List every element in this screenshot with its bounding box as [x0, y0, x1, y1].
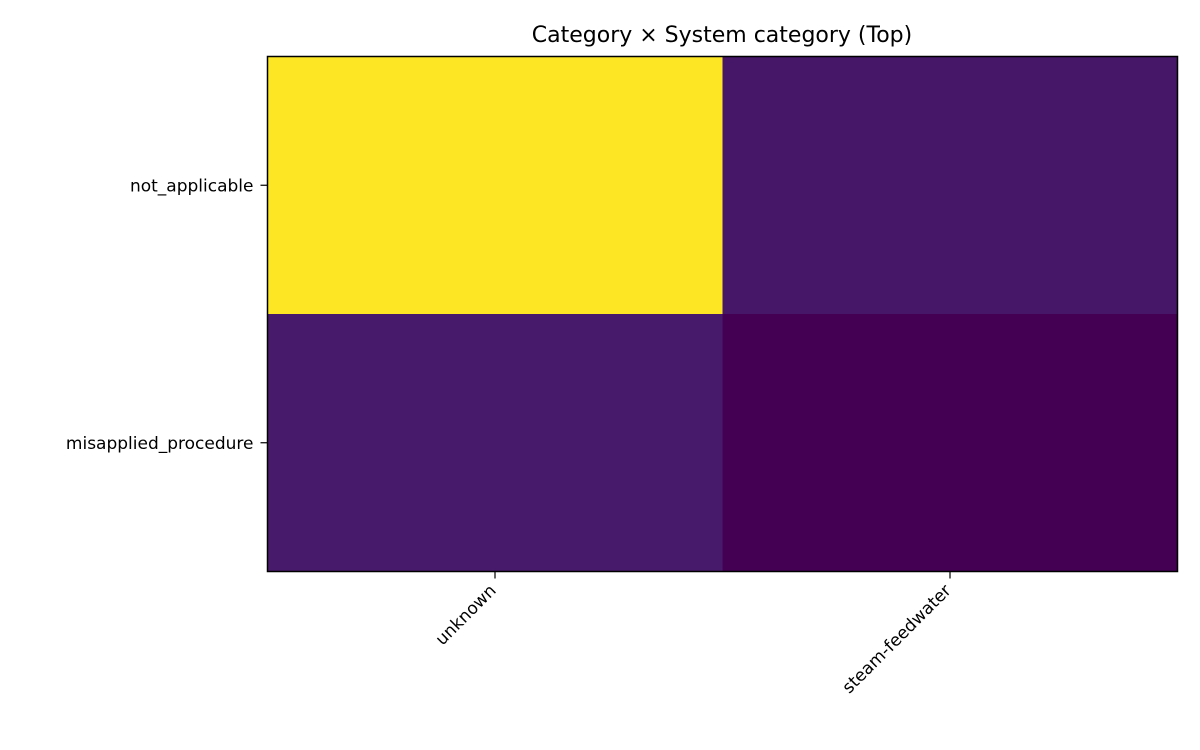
heatmap-cell-not_applicable-unknown — [267, 56, 723, 315]
x-tick-label: steam-feedwater — [839, 581, 956, 698]
y-tick-label: not_applicable — [130, 176, 254, 196]
y-tick-label: misapplied_procedure — [66, 434, 254, 454]
heatmap-cell-misapplied_procedure-unknown — [267, 314, 723, 572]
heatmap-cells — [267, 56, 1178, 572]
heatmap-cell-misapplied_procedure-steam-feedwater — [722, 314, 1178, 572]
x-tick-label: unknown — [432, 581, 501, 650]
plot-frame — [266, 55, 1179, 573]
heatmap-cell-not_applicable-steam-feedwater — [722, 56, 1178, 315]
chart-title: Category × System category (Top) — [532, 23, 912, 48]
